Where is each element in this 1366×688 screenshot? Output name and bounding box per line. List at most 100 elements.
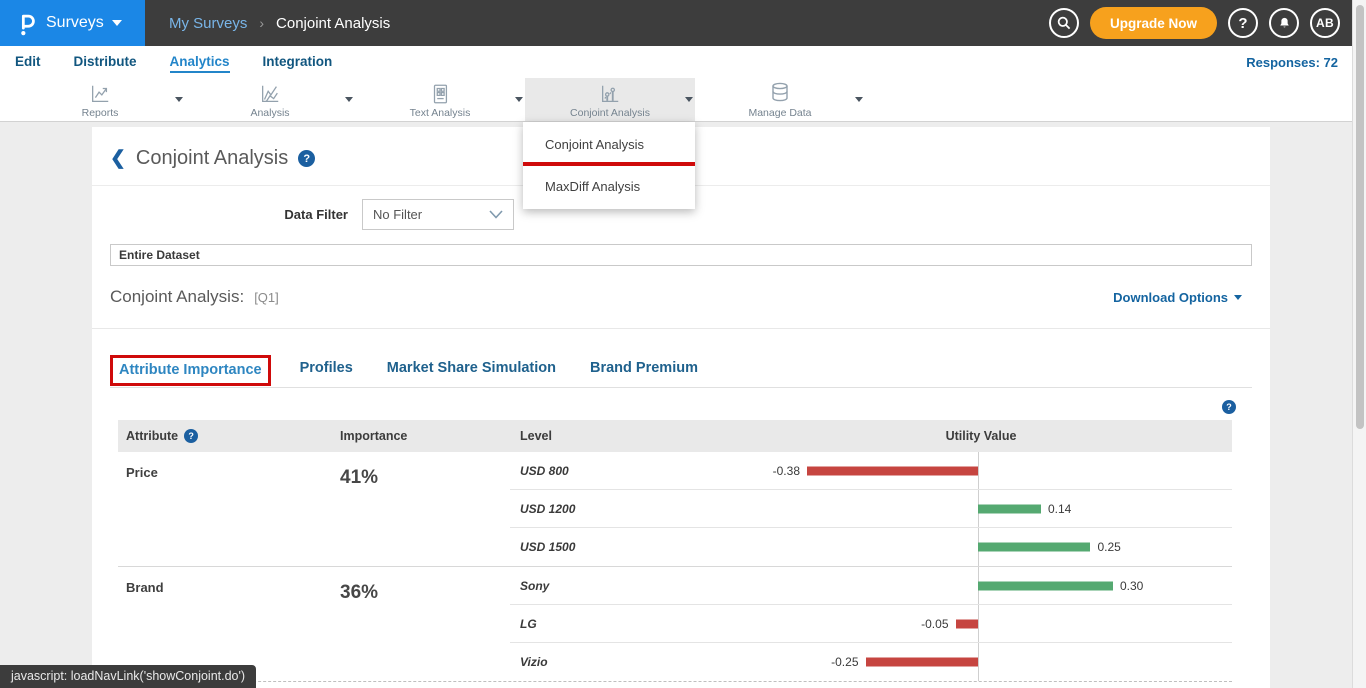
breadcrumb: My Surveys › Conjoint Analysis	[145, 0, 390, 46]
chevron-down-icon[interactable]	[175, 97, 183, 102]
level-row-usd-1200: USD 1200 0.14	[510, 490, 1232, 528]
utility-bar-chart: -0.38	[730, 452, 1232, 489]
page-scrollbar[interactable]	[1352, 0, 1366, 688]
importance-value: 36%	[340, 582, 379, 603]
help-button[interactable]: ?	[1228, 8, 1258, 38]
tab-attribute-importance[interactable]: Attribute Importance	[110, 355, 271, 386]
download-options-label: Download Options	[1113, 289, 1228, 305]
utility-value-label: 0.30	[1119, 578, 1144, 593]
nav-item-distribute[interactable]: Distribute	[73, 53, 137, 69]
toolbar-item-text-analysis[interactable]: Text Analysis	[355, 78, 525, 121]
question-reference: [Q1]	[254, 289, 279, 305]
utility-value-label: 0.14	[1047, 501, 1072, 516]
zero-axis-line	[977, 643, 979, 681]
annotation-underline	[523, 162, 695, 166]
divider	[92, 328, 1270, 329]
conjoint-analysis-menu: Conjoint Analysis MaxDiff Analysis	[523, 122, 695, 209]
utility-bar-chart: 0.14	[730, 490, 1232, 527]
nav-item-edit[interactable]: Edit	[15, 53, 41, 69]
importance-value: 41%	[340, 467, 379, 488]
text-analysis-icon	[429, 83, 451, 105]
reports-icon	[88, 83, 112, 105]
utility-bar-chart: 0.30	[730, 567, 1232, 604]
chevron-down-icon[interactable]	[855, 97, 863, 102]
tab-market-share-simulation[interactable]: Market Share Simulation	[386, 360, 556, 376]
level-name: Sony	[520, 578, 550, 593]
toolbar-item-manage-data[interactable]: Manage Data	[695, 78, 865, 121]
page-help-icon[interactable]: ?	[298, 150, 316, 167]
utility-bar	[977, 581, 1113, 590]
toolbar-item-label: Reports	[81, 106, 119, 119]
zero-axis-line	[977, 452, 979, 489]
data-filter-value: No Filter	[373, 207, 423, 222]
nav-item-analytics[interactable]: Analytics	[169, 52, 230, 73]
product-switcher[interactable]: Surveys	[0, 0, 145, 46]
utility-bar	[955, 619, 978, 628]
toolbar-item-reports[interactable]: Reports	[15, 78, 185, 121]
toolbar-item-label: Manage Data	[748, 106, 812, 119]
tab-profiles[interactable]: Profiles	[299, 360, 353, 376]
attribute-importance-table: Attribute ? Importance Level Utility Val…	[118, 420, 1232, 682]
data-filter-label: Data Filter	[284, 207, 348, 222]
level-name: USD 1200	[520, 501, 576, 516]
page-title: Conjoint Analysis	[135, 147, 289, 169]
nav-item-integration[interactable]: Integration	[262, 53, 333, 69]
breadcrumb-separator: ›	[259, 15, 265, 31]
status-link-tooltip: javascript: loadNavLink('showConjoint.do…	[0, 665, 257, 688]
utility-bar-chart: 0.25	[730, 528, 1232, 566]
notifications-button[interactable]	[1269, 8, 1299, 38]
toolbar-item-label: Analysis	[250, 106, 290, 119]
search-button[interactable]	[1048, 8, 1079, 38]
attribute-help-icon[interactable]: ?	[184, 429, 199, 443]
level-row-lg: LG -0.05	[510, 605, 1232, 643]
utility-value-label: -0.38	[772, 463, 800, 478]
chevron-down-icon[interactable]	[515, 97, 523, 102]
main-content: ❮ Conjoint Analysis ? Data Filter No Fil…	[0, 122, 1366, 688]
toolbar-item-label: Text Analysis	[409, 106, 471, 119]
upgrade-now-button[interactable]: Upgrade Now	[1089, 7, 1217, 39]
level-rows: Sony 0.30 LG -0.05 Vizio -0.25	[510, 567, 1232, 681]
breadcrumb-my-surveys[interactable]: My Surveys	[169, 14, 248, 32]
level-rows: USD 800 -0.38 USD 1200 0.14 USD 1500 0.25	[510, 452, 1232, 566]
utility-bar-chart: -0.05	[730, 605, 1232, 642]
tab-brand-premium[interactable]: Brand Premium	[590, 360, 698, 376]
data-filter-select[interactable]: No Filter	[362, 199, 514, 230]
chevron-down-icon	[489, 210, 503, 219]
download-options-button[interactable]: Download Options	[1113, 290, 1242, 305]
back-chevron-icon[interactable]: ❮	[110, 148, 126, 169]
toolbar-item-label: Conjoint Analysis	[570, 106, 650, 119]
utility-bar	[807, 466, 978, 475]
table-help-row: ?	[92, 388, 1270, 420]
chevron-down-icon	[111, 20, 122, 26]
utility-bar	[977, 504, 1041, 513]
manage-data-icon	[768, 82, 792, 105]
data-filter-row: Data Filter No Filter	[92, 199, 1270, 230]
toolbar-item-analysis[interactable]: Analysis	[185, 78, 355, 121]
level-name: Vizio	[520, 655, 548, 669]
menu-item-conjoint-analysis[interactable]: Conjoint Analysis	[545, 137, 644, 152]
level-name: USD 800	[520, 463, 569, 478]
responses-count: Responses: 72	[1246, 54, 1338, 70]
dataset-input[interactable]	[110, 244, 1252, 266]
survey-nav: Edit Distribute Analytics Integration Respo…	[0, 46, 1366, 78]
level-row-vizio: Vizio -0.25	[510, 643, 1232, 681]
chevron-down-icon[interactable]	[685, 97, 693, 102]
analytics-toolbar: Reports Analysis Text Analysis Conjoint Ana…	[0, 78, 1366, 122]
attribute-name: Brand	[126, 580, 164, 595]
product-name: Surveys	[46, 14, 104, 31]
table-header-row: Attribute ? Importance Level Utility Val…	[118, 420, 1232, 452]
toolbar-item-conjoint-analysis[interactable]: Conjoint Analysis	[525, 78, 695, 121]
result-tabs: Attribute Importance Profiles Market Share…	[110, 352, 1252, 388]
attribute-group-price: Price 41% USD 800 -0.38 USD 1200 0.14 USD 1500…	[118, 452, 1232, 567]
table-body: Price 41% USD 800 -0.38 USD 1200 0.14 USD 1500…	[118, 452, 1232, 682]
utility-value-label: -0.05	[921, 616, 949, 631]
table-help-icon[interactable]: ?	[1222, 400, 1236, 414]
chevron-down-icon[interactable]	[345, 97, 353, 102]
breadcrumb-current: Conjoint Analysis	[276, 14, 391, 32]
attribute-name: Price	[126, 465, 158, 480]
menu-item-maxdiff-analysis[interactable]: MaxDiff Analysis	[545, 179, 641, 194]
scrollbar-thumb[interactable]	[1355, 5, 1364, 429]
avatar[interactable]: AB	[1310, 8, 1340, 38]
col-utility-value: Utility Value	[945, 429, 1017, 443]
level-row-sony: Sony 0.30	[510, 567, 1232, 605]
